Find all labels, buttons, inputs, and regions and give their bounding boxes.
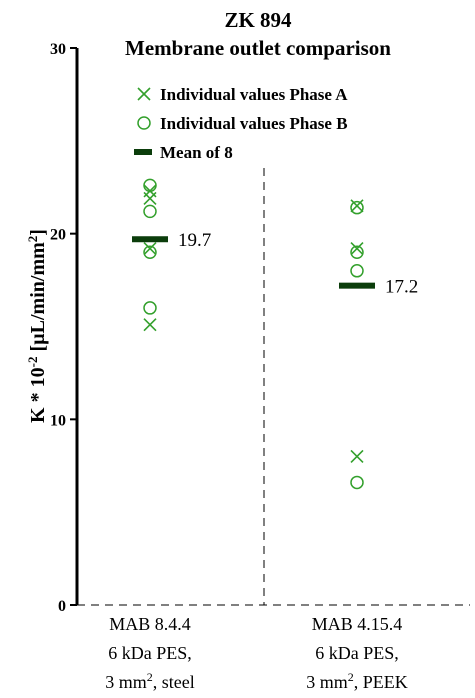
legend-marker-mean — [134, 149, 152, 155]
point-x-cat2-3 — [350, 449, 364, 464]
axes: 0 10 20 30 — [50, 41, 470, 615]
y-tick-label-30: 30 — [50, 41, 66, 58]
point-x-cat2-1 — [350, 199, 364, 213]
legend-item-1: Individual values Phase A — [137, 85, 348, 104]
x-label-cat2-line2: 6 kDa PES, — [315, 643, 399, 663]
legend: Individual values Phase A Individual valu… — [134, 85, 348, 162]
y-tick-label-10: 10 — [50, 412, 66, 429]
x-label-cat1-line2: 6 kDa PES, — [108, 643, 192, 663]
legend-marker-x — [137, 87, 151, 101]
point-x-cat1-2 — [143, 191, 157, 205]
point-o-cat1-1 — [143, 178, 157, 193]
y-tick-label-20: 20 — [50, 227, 66, 244]
legend-item-2: Individual values Phase B — [137, 114, 348, 133]
mean-bar-cat1 — [132, 236, 168, 243]
chart-subtitle: Membrane outlet comparison — [125, 36, 391, 60]
x-label-cat1-line3: 3 mm2, steel — [105, 670, 195, 692]
point-o-cat2-1 — [350, 200, 364, 215]
x-axis-labels: MAB 8.4.4 6 kDa PES, 3 mm2, steel MAB 4.15.… — [105, 614, 408, 692]
point-o-cat1-3 — [143, 245, 157, 259]
point-o-cat2-2 — [350, 245, 364, 259]
y-axis-label: K * 10-2 [µL/min/mm2] — [25, 229, 50, 423]
legend-label-2: Individual values Phase B — [160, 114, 348, 133]
legend-label-3: Mean of 8 — [160, 143, 233, 162]
y-axis-label-unit: [µL/min/mm — [27, 242, 49, 357]
point-x-cat1-3 — [143, 241, 157, 256]
y-axis-label-exp: -2 — [25, 357, 40, 368]
chart-title: ZK 894 — [224, 8, 292, 32]
mean-label-cat1: 19.7 — [178, 230, 211, 251]
legend-label-1: Individual values Phase A — [160, 85, 348, 104]
point-x-cat2-2 — [350, 241, 364, 256]
data-marks: 19.7 17.2 — [132, 178, 418, 490]
x-label-cat2-line3: 3 mm2, PEEK — [306, 670, 408, 692]
point-o-cat1-4 — [143, 301, 157, 315]
legend-item-3: Mean of 8 — [134, 143, 233, 162]
x-label-cat2-line1: MAB 4.15.4 — [312, 614, 403, 634]
y-tick-label-0: 0 — [58, 598, 66, 615]
mean-label-cat2: 17.2 — [385, 277, 418, 298]
x-label-cat1-line1: MAB 8.4.4 — [109, 614, 191, 634]
y-axis-label-main: K * 10 — [27, 367, 49, 423]
legend-marker-o — [137, 116, 151, 130]
mean-bar-cat2 — [339, 282, 375, 289]
point-o-cat1-2 — [143, 204, 157, 219]
y-axis-label-unit-exp: 2 — [25, 236, 40, 243]
point-x-cat1-4 — [143, 318, 157, 332]
point-o-cat2-3 — [350, 264, 364, 278]
point-o-cat2-4 — [350, 475, 364, 490]
y-axis-label-unit-end: ] — [27, 229, 49, 236]
